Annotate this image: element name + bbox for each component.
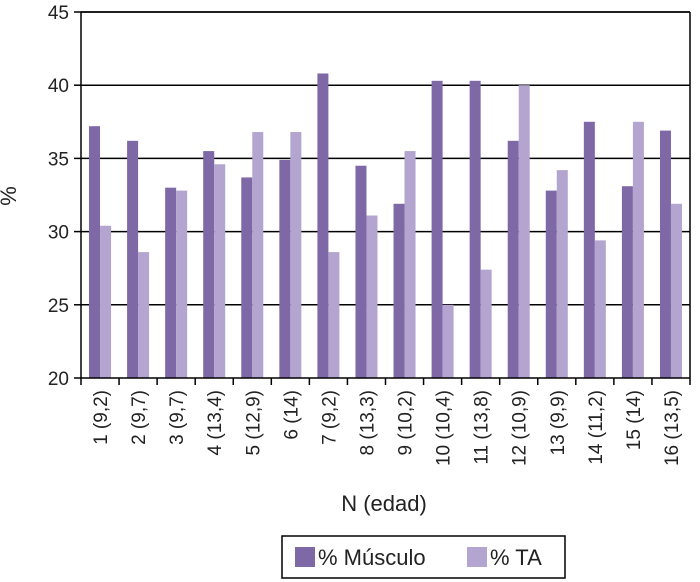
bar-ta xyxy=(404,151,416,378)
x-tick-label: 12 (10,9) xyxy=(510,390,531,466)
bar-ta xyxy=(252,132,264,378)
bar-ta xyxy=(632,121,644,379)
x-tick-label: 3 (9,7) xyxy=(167,390,188,445)
y-tick-label: 20 xyxy=(48,369,69,390)
x-axis-title: N (edad) xyxy=(341,491,427,516)
x-tick-label: 15 (14) xyxy=(624,390,645,450)
x-tick-label: 5 (12,9) xyxy=(243,390,264,455)
x-tick-label: 1 (9,2) xyxy=(91,390,112,445)
bar-musculo xyxy=(89,126,101,378)
bar-musculo xyxy=(355,165,367,378)
bar-ta xyxy=(480,269,492,378)
y-tick-label: 45 xyxy=(48,3,69,24)
y-axis-title: % xyxy=(0,186,21,206)
legend-swatch-ta xyxy=(467,547,487,567)
bar-musculo xyxy=(583,121,595,379)
y-tick-label: 40 xyxy=(48,76,69,97)
x-tick-label: 4 (13,4) xyxy=(205,390,226,455)
bar-ta xyxy=(138,252,150,378)
x-tick-label: 2 (9,7) xyxy=(129,390,150,445)
x-tick-label: 13 (9,9) xyxy=(548,390,569,455)
bar-ta xyxy=(214,164,226,378)
bars xyxy=(89,73,682,379)
bar-ta xyxy=(556,170,568,378)
x-tick-label: 6 (14) xyxy=(281,390,302,440)
y-tick-labels: 20 25 30 35 40 45 xyxy=(48,3,69,390)
legend-label-ta: % TA xyxy=(490,545,542,570)
bar-ta xyxy=(670,203,682,378)
bar-ta xyxy=(100,225,112,378)
bar-musculo xyxy=(507,140,519,378)
bar-musculo xyxy=(279,159,291,378)
x-tick-label: 7 (9,2) xyxy=(319,390,340,445)
bar-musculo xyxy=(545,190,557,378)
bar-musculo xyxy=(659,130,671,378)
axes xyxy=(74,11,691,385)
bar-ta xyxy=(442,304,454,378)
bar-ta xyxy=(328,252,340,378)
bar-musculo xyxy=(165,187,177,378)
bar-musculo xyxy=(469,80,481,379)
bar-ta xyxy=(176,190,188,378)
bar-musculo xyxy=(241,177,253,378)
bar-ta xyxy=(290,132,302,378)
bar-musculo xyxy=(393,203,405,378)
bar-musculo xyxy=(317,73,329,378)
bar-ta xyxy=(518,85,530,378)
x-tick-label: 8 (13,3) xyxy=(357,390,378,455)
bar-ta xyxy=(594,240,606,378)
x-tick-label: 14 (11,2) xyxy=(586,390,607,465)
legend: % Músculo % TA xyxy=(281,535,566,579)
bar-musculo xyxy=(203,151,215,378)
x-tick-label: 11 (13,8) xyxy=(472,390,493,465)
x-tick-label: 10 (10,4) xyxy=(434,390,455,466)
bar-musculo xyxy=(621,186,633,378)
x-tick-label: 16 (13,5) xyxy=(662,390,683,466)
bar-musculo xyxy=(431,80,443,379)
y-tick-label: 30 xyxy=(48,223,69,244)
legend-box xyxy=(281,535,566,579)
legend-label-musculo: % Músculo xyxy=(318,545,426,570)
bar-musculo xyxy=(127,140,139,378)
x-tick-label: 9 (10,2) xyxy=(396,390,417,455)
bar-ta xyxy=(366,215,378,378)
legend-swatch-musculo xyxy=(295,547,315,567)
y-tick-label: 35 xyxy=(48,149,69,170)
y-tick-label: 25 xyxy=(48,296,69,317)
x-tick-labels: 1 (9,2) 2 (9,7) 3 (9,7) 4 (13,4) 5 (12,9) 6 (… xyxy=(91,390,683,466)
